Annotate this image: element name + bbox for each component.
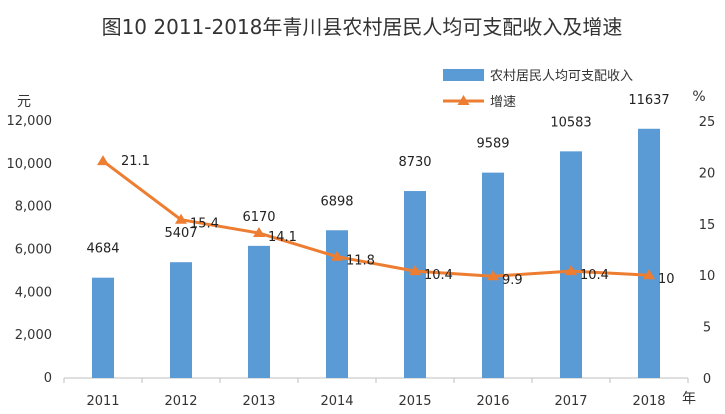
- bar: [560, 151, 582, 378]
- bar-data-label: 4684: [86, 242, 119, 257]
- bar-series: [92, 128, 660, 378]
- bar-data-label: 6170: [242, 210, 275, 225]
- left-axis-tick-label: 0: [44, 371, 52, 386]
- line-point-marker: [643, 269, 655, 280]
- axes: 0 2,000 4,000 6,000 8,000 10,000 12,000 0 5 10 15 2…: [7, 114, 716, 409]
- line-point-marker: [253, 227, 265, 238]
- bar: [248, 245, 270, 378]
- chart-title: 图10 2011-2018年青川县农村居民人均可支配收入及增速: [102, 15, 623, 39]
- bar: [326, 230, 348, 378]
- bar: [92, 277, 114, 378]
- right-axis-tick-label: 20: [699, 166, 716, 181]
- legend-line-marker: [457, 95, 470, 105]
- bar-data-labels: 4684 5407 6170 6898 8730 9589 10583 11637: [86, 93, 669, 257]
- bar-data-label: 11637: [628, 93, 669, 108]
- bar-data-label: 10583: [550, 115, 591, 130]
- right-axis-tick-label: 10: [699, 269, 716, 284]
- x-axis-tick-label: 2011: [86, 394, 119, 409]
- bar-data-label: 5407: [164, 226, 197, 241]
- legend-bar-label: 农村居民人均可支配收入: [490, 69, 633, 84]
- line-point-marker: [409, 265, 421, 276]
- x-axis-tick-label: 2015: [398, 394, 431, 409]
- x-axis-tick-label: 2014: [320, 394, 353, 409]
- right-axis-tick-label: 5: [703, 321, 711, 336]
- line-data-label: 21.1: [121, 154, 150, 169]
- left-axis-tick-label: 4,000: [15, 285, 52, 300]
- bar-data-label: 6898: [320, 194, 353, 209]
- x-axis-tick-label: 2012: [164, 394, 197, 409]
- left-axis-tick-label: 12,000: [7, 114, 53, 129]
- bar-data-label: 8730: [398, 155, 431, 170]
- line-data-labels: 21.1 15.4 14.1 11.8 10.4 9.9 10.4 10: [121, 154, 675, 288]
- bar: [170, 262, 192, 378]
- line-data-label: 9.9: [502, 273, 523, 288]
- right-axis-tick-label: 15: [699, 218, 716, 233]
- growth-line: [102, 159, 650, 278]
- left-axis-tick-label: 10,000: [7, 157, 53, 172]
- legend: 农村居民人均可支配收入 增速: [443, 69, 633, 110]
- x-axis-unit: 年: [682, 391, 696, 407]
- bar: [404, 191, 426, 378]
- x-axis-tick-label: 2013: [242, 394, 275, 409]
- left-axis-tick-label: 6,000: [15, 243, 52, 258]
- line-point-marker: [487, 270, 499, 281]
- x-axis-tick-label: 2017: [554, 394, 587, 409]
- line-point-marker: [175, 213, 187, 224]
- x-axis-tick-label: 2016: [476, 394, 509, 409]
- bar: [638, 128, 660, 378]
- line-point-marker: [331, 250, 343, 261]
- line-data-label: 10.4: [580, 268, 609, 283]
- left-axis-tick-label: 8,000: [15, 200, 52, 215]
- line-point-marker: [97, 155, 109, 166]
- right-axis-unit: %: [692, 89, 705, 105]
- line-data-label: 10.4: [424, 268, 453, 283]
- legend-line-label: 增速: [490, 95, 516, 110]
- right-axis-tick-label: 25: [699, 115, 716, 130]
- left-axis-unit: 元: [17, 94, 31, 110]
- bar-data-label: 9589: [476, 137, 509, 152]
- line-data-label: 15.4: [190, 217, 219, 232]
- line-data-label: 11.8: [346, 254, 375, 269]
- left-axis-tick-label: 2,000: [15, 328, 52, 343]
- line-data-label: 14.1: [268, 230, 297, 245]
- legend-bar-swatch: [443, 69, 484, 81]
- right-axis-tick-label: 0: [703, 372, 711, 387]
- line-data-label: 10: [658, 272, 675, 287]
- line-point-marker: [565, 265, 577, 276]
- line-series: [97, 155, 655, 281]
- x-axis-tick-label: 2018: [632, 394, 665, 409]
